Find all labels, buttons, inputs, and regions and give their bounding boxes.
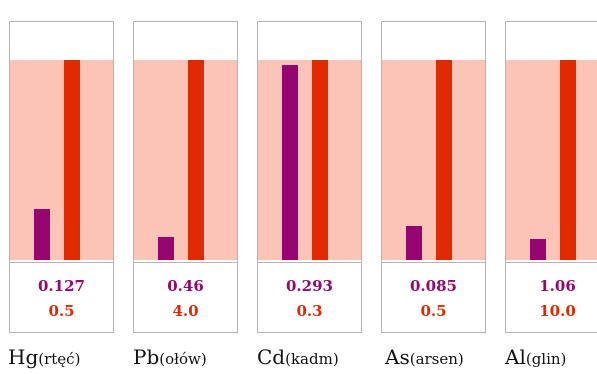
panel-divider xyxy=(506,262,597,263)
limit-band xyxy=(382,60,485,260)
value-measured-as: 0.085 xyxy=(410,277,457,295)
element-name: (arsen) xyxy=(409,350,464,368)
bar-limit-cd xyxy=(312,60,328,260)
value-limit-al: 10.0 xyxy=(539,302,576,320)
bar-limit-al xyxy=(560,60,576,260)
bar-measured-cd xyxy=(282,65,298,260)
value-limit-pb: 4.0 xyxy=(172,302,199,320)
element-name: (glin) xyxy=(525,350,567,368)
limit-band xyxy=(10,60,113,260)
category-label-pb: Pb(ołów) xyxy=(133,346,207,370)
panel-pb: 0.46 4.0 xyxy=(133,21,238,333)
panel-al: 1.06 10.0 xyxy=(505,21,597,333)
element-name: (rtęć) xyxy=(38,350,81,368)
bar-measured-pb xyxy=(158,237,174,260)
element-symbol: Hg xyxy=(8,345,39,369)
bar-measured-hg xyxy=(34,209,50,260)
panel-cd: 0.293 0.3 xyxy=(257,21,362,333)
element-name: (ołów) xyxy=(159,350,207,368)
bar-limit-as xyxy=(436,60,452,260)
panel-as: 0.085 0.5 xyxy=(381,21,486,333)
bar-limit-hg xyxy=(64,60,80,260)
category-label-al: Al(glin) xyxy=(505,346,566,370)
panel-divider xyxy=(382,262,485,263)
limit-band xyxy=(506,60,597,260)
bar-measured-al xyxy=(530,239,546,260)
panel-hg: 0.127 0.5 xyxy=(9,21,114,333)
panel-divider xyxy=(258,262,361,263)
panel-divider xyxy=(10,262,113,263)
category-label-hg: Hg(rtęć) xyxy=(8,346,80,370)
value-measured-al: 1.06 xyxy=(539,277,576,295)
category-label-as: As(arsen) xyxy=(385,346,464,370)
element-symbol: Al xyxy=(505,345,526,369)
bar-limit-pb xyxy=(188,60,204,260)
element-symbol: Pb xyxy=(133,345,160,369)
value-measured-cd: 0.293 xyxy=(286,277,333,295)
value-limit-hg: 0.5 xyxy=(48,302,75,320)
element-name: (kadm) xyxy=(285,350,339,368)
category-label-cd: Cd(kadm) xyxy=(257,346,339,370)
value-measured-hg: 0.127 xyxy=(38,277,85,295)
panel-divider xyxy=(134,262,237,263)
element-symbol: As xyxy=(385,345,410,369)
element-symbol: Cd xyxy=(257,345,286,369)
value-limit-cd: 0.3 xyxy=(296,302,323,320)
limit-band xyxy=(258,60,361,260)
value-limit-as: 0.5 xyxy=(420,302,447,320)
limit-band xyxy=(134,60,237,260)
bar-measured-as xyxy=(406,226,422,260)
value-measured-pb: 0.46 xyxy=(167,277,204,295)
